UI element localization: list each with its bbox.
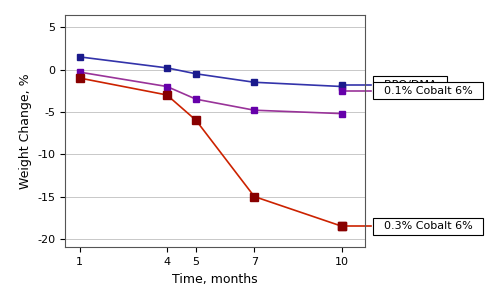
BPO/DMA xyxy=(338,85,344,88)
0.1% Cobalt 6% xyxy=(252,109,258,112)
Y-axis label: Weight Change, %: Weight Change, % xyxy=(18,73,32,189)
Line: 0.1% Cobalt 6%: 0.1% Cobalt 6% xyxy=(77,69,344,116)
BPO/DMA xyxy=(193,72,199,76)
0.3% Cobalt 6% xyxy=(76,76,82,80)
0.1% Cobalt 6% xyxy=(164,85,170,88)
Text: BPO/DMA: BPO/DMA xyxy=(376,80,444,90)
BPO/DMA xyxy=(76,55,82,58)
0.3% Cobalt 6% xyxy=(252,195,258,198)
BPO/DMA xyxy=(164,66,170,70)
0.1% Cobalt 6% xyxy=(338,112,344,115)
Line: 0.3% Cobalt 6%: 0.3% Cobalt 6% xyxy=(76,74,346,230)
0.1% Cobalt 6% xyxy=(193,97,199,101)
Text: 0.3% Cobalt 6%: 0.3% Cobalt 6% xyxy=(376,221,480,231)
0.3% Cobalt 6% xyxy=(338,224,344,228)
BPO/DMA xyxy=(252,81,258,84)
0.3% Cobalt 6% xyxy=(164,93,170,97)
Text: 0.1% Cobalt 6%: 0.1% Cobalt 6% xyxy=(376,86,480,96)
0.3% Cobalt 6% xyxy=(193,119,199,122)
0.1% Cobalt 6% xyxy=(76,70,82,74)
X-axis label: Time, months: Time, months xyxy=(172,273,258,286)
Line: BPO/DMA: BPO/DMA xyxy=(76,54,345,90)
